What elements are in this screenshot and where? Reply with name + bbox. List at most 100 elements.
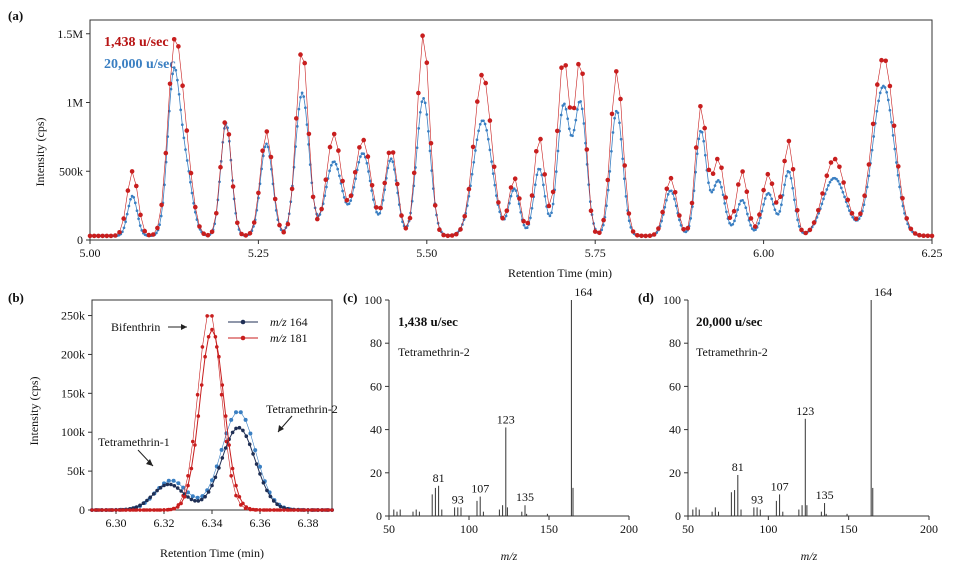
b-pink-data-point — [186, 474, 190, 478]
a-blue-data-point — [378, 211, 382, 215]
a-blue-data-point — [428, 149, 432, 153]
d-x-tick-label: 150 — [840, 522, 858, 536]
c-peak-label-81: 81 — [433, 471, 445, 485]
a-blue-data-point — [601, 223, 605, 227]
b-red-data-point — [172, 506, 177, 511]
a-red-data-point — [193, 204, 198, 210]
a-blue-data-point — [482, 119, 485, 123]
a-blue-data-point — [875, 109, 879, 113]
b-navy-data-point — [206, 490, 211, 494]
a-x-tick-label: 5.25 — [248, 246, 269, 260]
a-red-data-point — [420, 33, 425, 38]
b-red-data-point — [138, 508, 142, 512]
a-blue-data-point — [702, 139, 706, 143]
b-red-data-point — [103, 508, 108, 512]
a-red-data-point — [908, 226, 914, 232]
a-red-data-point — [310, 194, 316, 200]
a-red-data-point — [668, 175, 674, 181]
a-blue-data-point — [579, 100, 582, 103]
a-red-data-point — [866, 162, 872, 167]
a-blue-data-point — [901, 204, 905, 208]
a-red-data-point — [365, 154, 371, 159]
legend-mz-value-164: 164 — [290, 315, 308, 329]
a-red-data-point — [715, 156, 720, 162]
a-y-tick-label: 0 — [77, 233, 83, 247]
a-blue-data-point — [780, 203, 783, 207]
a-blue-data-point — [556, 149, 560, 153]
c-y-tick-label: 40 — [370, 423, 382, 437]
b-navy-data-point — [247, 442, 252, 447]
a-blue-data-point — [519, 210, 523, 214]
b-blue-data-point — [176, 481, 181, 486]
b-red-data-point — [244, 505, 249, 509]
b-blue-data-point — [181, 485, 186, 490]
b-x-tick-label: 6.36 — [250, 516, 271, 530]
a-red-data-point — [504, 208, 510, 213]
a-red-data-point — [323, 177, 329, 182]
a-red-data-point — [803, 230, 808, 236]
a-blue-data-point — [692, 189, 696, 193]
a-blue-data-point — [697, 137, 701, 141]
a-red-data-point — [820, 191, 825, 196]
a-y-tick-label: 1.5M — [57, 27, 83, 41]
a-blue-data-point — [674, 204, 678, 208]
a-blue-data-point — [359, 155, 362, 158]
a-x-tick-label: 5.75 — [585, 246, 606, 260]
b-red-data-point — [196, 414, 201, 418]
a-red-data-point — [184, 128, 190, 133]
b-red-data-point — [323, 508, 327, 512]
b-navy-data-point — [189, 497, 194, 502]
a-red-data-point — [563, 63, 568, 68]
a-red-data-point — [428, 141, 434, 146]
a-red-data-point — [374, 205, 379, 210]
a-blue-data-point — [741, 198, 744, 202]
b-red-data-point — [182, 495, 187, 499]
a-blue-data-point — [493, 183, 497, 187]
a-red-data-point — [828, 160, 834, 165]
b-red-data-point — [261, 508, 266, 512]
b-navy-data-point — [268, 494, 273, 499]
a-blue-data-point — [514, 189, 518, 192]
b-y-tick-label: 100k — [61, 425, 85, 439]
a-red-data-point — [264, 129, 270, 134]
a-red-data-point — [731, 208, 737, 214]
a-red-data-point — [677, 213, 682, 218]
a-red-data-point — [736, 182, 741, 187]
a-blue-data-point — [189, 180, 192, 184]
b-red-data-point — [292, 508, 297, 512]
b-red-data-point — [265, 508, 269, 512]
a-blue-data-point — [771, 202, 775, 206]
d-peak-label-123: 123 — [796, 404, 814, 418]
d-peak-label-81: 81 — [732, 460, 744, 474]
a-blue-data-point — [891, 134, 895, 137]
b-red-data-point — [275, 508, 279, 512]
a-blue-data-point — [543, 194, 547, 198]
a-blue-data-point — [418, 110, 422, 114]
b-blue-data-point — [166, 478, 171, 483]
b-blue-data-point — [243, 417, 248, 422]
b-blue-series-line — [92, 411, 332, 511]
a-blue-data-point — [600, 228, 604, 232]
a-red-data-point — [534, 149, 539, 154]
a-red-data-point — [491, 164, 497, 170]
a-red-data-point — [744, 189, 750, 194]
a-blue-data-point — [190, 191, 194, 195]
a-blue-data-point — [663, 205, 667, 209]
a-blue-data-point — [323, 194, 327, 198]
a-red-data-point — [475, 99, 480, 104]
c-y-tick-label: 0 — [376, 509, 382, 523]
a-blue-data-point — [725, 210, 728, 214]
b-red-data-point — [134, 508, 139, 512]
b-navy-data-point — [151, 492, 156, 496]
a-blue-data-point — [386, 166, 390, 170]
a-blue-data-point — [768, 193, 772, 197]
a-red-data-point — [576, 61, 581, 67]
a-red-data-point — [407, 215, 413, 221]
a-blue-data-point — [535, 173, 539, 177]
a-blue-data-point — [851, 215, 855, 219]
a-blue-data-point — [605, 204, 608, 208]
a-blue-data-point — [877, 99, 880, 103]
a-blue-data-point — [184, 148, 187, 151]
a-red-data-point — [382, 180, 388, 186]
a-x-tick-label: 5.00 — [80, 246, 101, 260]
